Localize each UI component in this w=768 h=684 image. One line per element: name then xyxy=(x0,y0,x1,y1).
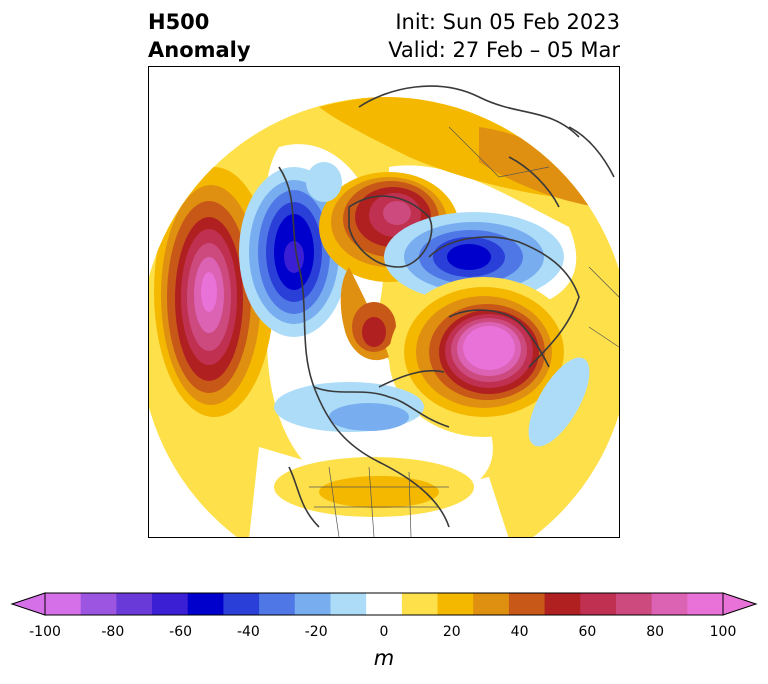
coastlines xyxy=(278,85,615,528)
title-right: Init: Sun 05 Feb 2023 Valid: 27 Feb – 05… xyxy=(388,8,620,64)
colorbar-segment xyxy=(615,593,653,615)
colorbar-segment xyxy=(330,593,367,615)
colorbar-segment xyxy=(294,593,331,615)
colorbar-segment xyxy=(80,593,117,615)
colorbar-segment xyxy=(651,593,688,615)
init-time: Init: Sun 05 Feb 2023 xyxy=(395,10,620,34)
colorbar-tick-label: 20 xyxy=(442,624,461,640)
colorbar-tick-label: -100 xyxy=(29,624,61,640)
colorbar-tick-label: 0 xyxy=(379,624,389,640)
anomaly-fill xyxy=(149,97,619,537)
colorbar-segment xyxy=(508,593,546,615)
anomaly-map xyxy=(148,66,620,538)
title-variable: H500 xyxy=(148,10,210,34)
colorbar-tick-label: -40 xyxy=(236,624,260,640)
colorbar-outline xyxy=(44,592,724,616)
colorbar-segment xyxy=(437,593,474,615)
colorbar-segment xyxy=(223,593,260,615)
colorbar-segment xyxy=(152,593,189,615)
colorbar-segment xyxy=(366,593,403,615)
colorbar-segment xyxy=(116,593,153,615)
political-borders xyxy=(309,126,619,537)
colorbar-tick-label: -60 xyxy=(169,624,193,640)
colorbar-tick-label: -80 xyxy=(101,624,125,640)
colorbar-tick-label: 80 xyxy=(646,624,665,640)
colorbar-segment xyxy=(687,593,724,615)
colorbar-tick-label: -20 xyxy=(304,624,328,640)
colorbar-segment xyxy=(187,593,224,615)
colorbar-tick-label: 60 xyxy=(578,624,597,640)
colorbar-segment xyxy=(45,593,82,615)
colorbar xyxy=(10,592,758,616)
colorbar-segment xyxy=(580,593,617,615)
colorbar-segment xyxy=(473,593,510,615)
valid-time: Valid: 27 Feb – 05 Mar xyxy=(388,38,620,62)
colorbar-segment xyxy=(544,593,581,615)
colorbar-ticks: -100 -80 -60 -40 -20 0 20 40 60 80 100 xyxy=(0,624,768,644)
colorbar-tick-label: 100 xyxy=(709,624,737,640)
colorbar-extend-high xyxy=(722,592,758,616)
colorbar-extend-low xyxy=(10,592,46,616)
title-left: H500 Anomaly xyxy=(148,8,251,64)
map-canvas xyxy=(149,85,619,537)
colorbar-segment xyxy=(259,593,296,615)
colorbar-units: m xyxy=(373,646,395,670)
title-anomaly: Anomaly xyxy=(148,38,251,62)
colorbar-tick-label: 40 xyxy=(510,624,529,640)
colorbar-segment xyxy=(401,593,439,615)
